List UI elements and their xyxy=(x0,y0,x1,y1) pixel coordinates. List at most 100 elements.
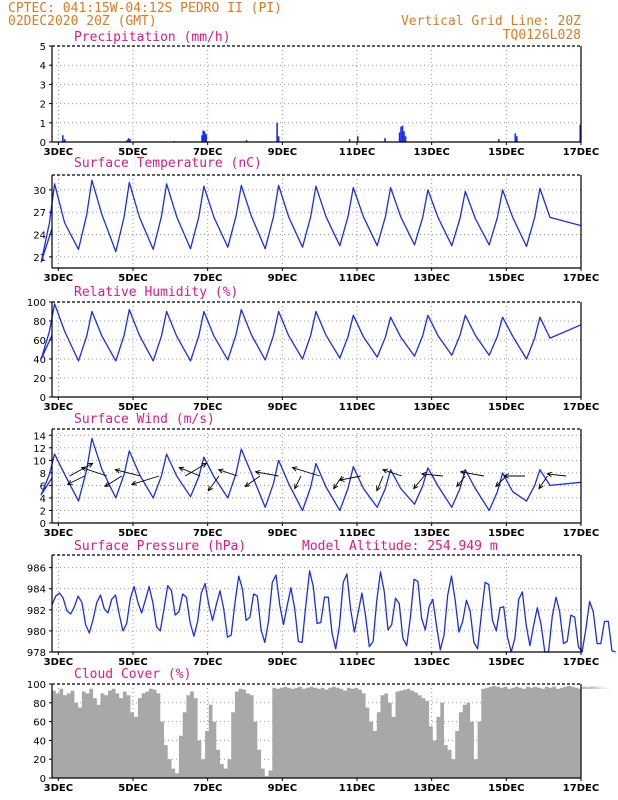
wind-vector xyxy=(420,471,443,477)
wind-vector-shaft xyxy=(115,469,141,477)
wind-vector-shaft xyxy=(333,475,343,489)
wind-vector xyxy=(217,468,238,477)
x-tick-label: 11DEC xyxy=(339,402,375,413)
y-tick-label: 5 xyxy=(40,42,46,53)
x-tick-label: 13DEC xyxy=(413,783,449,794)
y-tick-label: 12 xyxy=(33,444,46,455)
x-tick-label: 17DEC xyxy=(563,783,599,794)
wind-vector xyxy=(130,475,160,486)
precip-bar xyxy=(404,136,407,142)
x-tick-label: 3DEC xyxy=(44,528,73,539)
wind-vector-shaft xyxy=(460,471,485,477)
y-tick-label: 2 xyxy=(40,506,46,517)
wind-vector-head xyxy=(244,481,251,488)
wind-vector-shaft xyxy=(67,475,85,485)
panel-title: Relative Humidity (%) xyxy=(74,285,238,300)
precip-bar xyxy=(276,122,278,142)
wind-vector-shaft xyxy=(255,471,279,477)
wind-vector-head xyxy=(456,481,462,488)
series-line xyxy=(40,303,582,362)
wind-vector xyxy=(185,462,208,477)
x-tick-label: 17DEC xyxy=(563,528,599,539)
wind-vector xyxy=(456,475,466,488)
wind-vector-shaft xyxy=(81,467,108,477)
wind-vector-head xyxy=(420,471,427,477)
y-tick-label: 40 xyxy=(33,355,46,366)
y-tick-label: 6 xyxy=(40,481,46,492)
wind-vector-shaft xyxy=(538,475,548,489)
y-tick-label: 4 xyxy=(40,494,46,505)
wind-vector-head xyxy=(104,482,111,488)
x-tick-label: 11DEC xyxy=(339,528,375,539)
x-tick-label: 5DEC xyxy=(118,147,147,158)
precip-bar xyxy=(400,126,402,142)
wind-vector-shaft xyxy=(185,463,207,477)
precip-bar xyxy=(201,135,203,142)
x-tick-label: 13DEC xyxy=(413,657,449,668)
panel-title: Surface Wind (m/s) xyxy=(74,412,215,427)
y-tick-label: 100 xyxy=(27,298,46,309)
x-tick-label: 15DEC xyxy=(488,783,524,794)
y-tick-label: 20 xyxy=(33,755,46,766)
wind-vector-shaft xyxy=(179,467,201,477)
x-tick-label: 9DEC xyxy=(268,657,297,668)
precip-bar xyxy=(203,131,206,142)
precip-bar xyxy=(245,140,248,142)
wind-vector-head xyxy=(338,476,345,482)
wind-vector-shaft xyxy=(244,475,261,487)
precip-bar xyxy=(205,134,207,142)
x-tick-label: 7DEC xyxy=(193,657,222,668)
wind-vector xyxy=(178,466,201,477)
x-tick-label: 7DEC xyxy=(193,402,222,413)
wind-vector-head xyxy=(207,485,213,492)
wind-vector-head xyxy=(538,483,544,490)
precip-bar xyxy=(403,131,405,142)
y-tick-label: 982 xyxy=(27,606,46,617)
wind-vector-shaft xyxy=(413,475,425,489)
wind-vector-head xyxy=(459,470,466,476)
x-tick-label: 13DEC xyxy=(413,528,449,539)
y-tick-label: 40 xyxy=(33,736,46,747)
y-tick-label: 0 xyxy=(40,393,46,404)
x-tick-label: 5DEC xyxy=(118,402,147,413)
x-tick-label: 15DEC xyxy=(488,657,524,668)
y-tick-label: 1 xyxy=(40,119,46,130)
wind-vector-head xyxy=(114,468,121,474)
panel-title: Surface Pressure (hPa) xyxy=(74,539,246,554)
y-tick-label: 60 xyxy=(33,336,46,347)
wind-speed-line xyxy=(40,437,582,512)
x-tick-label: 17DEC xyxy=(563,402,599,413)
y-tick-label: 24 xyxy=(33,231,46,242)
grid xyxy=(52,302,581,397)
y-tick-label: 27 xyxy=(33,208,46,219)
wind-vector-shaft xyxy=(292,467,320,477)
wind-vector xyxy=(114,468,141,477)
x-tick-label: 15DEC xyxy=(488,147,524,158)
y-tick-label: 60 xyxy=(33,718,46,729)
y-tick-label: 4 xyxy=(40,61,46,72)
wind-vector-shaft xyxy=(208,475,220,491)
x-tick-label: 7DEC xyxy=(193,783,222,794)
y-tick-label: 80 xyxy=(33,699,46,710)
precip-bar xyxy=(514,133,517,142)
x-tick-label: 5DEC xyxy=(118,528,147,539)
wind-vector xyxy=(413,475,425,490)
x-tick-label: 17DEC xyxy=(563,273,599,284)
precip-bar xyxy=(63,139,66,142)
wind-vector-head xyxy=(201,462,208,468)
model-code: TQ0126L028 xyxy=(503,28,581,43)
wind-vector-head xyxy=(294,483,299,490)
x-tick-label: 13DEC xyxy=(413,402,449,413)
wind-vector xyxy=(381,468,402,477)
y-tick-label: 2 xyxy=(40,100,46,111)
precip-bar xyxy=(579,124,582,142)
y-tick-label: 0 xyxy=(40,519,46,530)
wind-vector-shaft xyxy=(339,475,361,481)
panel-1: Precipitation (mm/h) 0 1 2 3 4 5 3DEC 5DEC 7DEC 9D… xyxy=(40,30,600,158)
wind-vector-head xyxy=(333,483,339,490)
y-tick-label: 984 xyxy=(27,585,46,596)
x-tick-label: 5DEC xyxy=(118,783,147,794)
station-header: CPTEC: 041:15W-04:12S PEDRO II (PI) xyxy=(8,1,282,16)
x-tick-label: 9DEC xyxy=(268,528,297,539)
